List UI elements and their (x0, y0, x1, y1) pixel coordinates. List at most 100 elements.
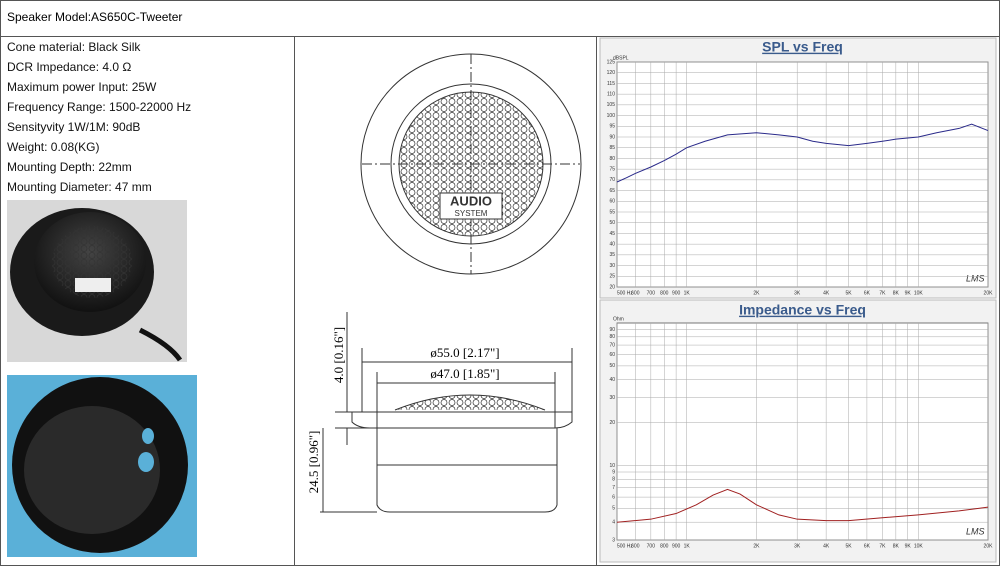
x-tick-label: 20K (984, 543, 994, 549)
y-tick-label: 5 (612, 506, 615, 512)
x-tick-label: 800 (660, 290, 669, 296)
y-tick-label: 95 (609, 124, 615, 130)
x-tick-label: 9K (905, 543, 912, 549)
x-tick-label: 10K (914, 543, 924, 549)
spec-item: DCR Impedance: 4.0 Ω (7, 60, 132, 74)
x-tick-label: 7K (879, 543, 886, 549)
y-tick-label: 85 (609, 145, 615, 151)
spec-item: Mounting Diameter: 47 mm (7, 180, 152, 194)
y-axis-label: dBSPL (613, 55, 629, 61)
x-tick-label: 900 (672, 290, 681, 296)
y-tick-label: 90 (609, 327, 615, 333)
x-tick-label: 500 Hz (617, 290, 633, 296)
y-tick-label: 65 (609, 188, 615, 194)
y-tick-label: 75 (609, 166, 615, 172)
y-tick-label: 4 (612, 520, 615, 526)
data-line (616, 488, 989, 523)
x-tick-label: 9K (905, 290, 912, 296)
x-tick-label: 2K (753, 543, 760, 549)
y-tick-label: 3 (612, 537, 615, 543)
x-tick-label: 3K (794, 290, 801, 296)
data-line (616, 123, 989, 183)
y-tick-label: 55 (609, 209, 615, 215)
front-drawing (360, 53, 582, 275)
y-axis-label: Ohm (613, 316, 624, 322)
spec-item: Cone material: Black Silk (7, 40, 141, 54)
flange-height: 4.0 [0.16"] (331, 327, 346, 383)
y-tick-label: 25 (609, 274, 615, 280)
y-tick-label: 30 (609, 395, 615, 401)
x-tick-label: 4K (823, 543, 830, 549)
photo-top (7, 200, 187, 362)
y-tick-label: 50 (609, 220, 615, 226)
x-tick-label: 600 (631, 543, 640, 549)
spec-item: Sensityvity 1W/1M: 90dB (7, 120, 141, 134)
y-tick-label: 8 (612, 477, 615, 483)
y-tick-label: 40 (609, 377, 615, 383)
spec-item: Maximum power Input: 25W (7, 80, 157, 94)
y-tick-label: 80 (609, 156, 615, 162)
y-tick-label: 105 (607, 102, 616, 108)
y-tick-label: 20 (609, 420, 615, 426)
x-tick-label: 2K (753, 290, 760, 296)
y-tick-label: 60 (609, 352, 615, 358)
y-tick-label: 125 (607, 59, 616, 65)
x-tick-label: 700 (647, 290, 656, 296)
x-tick-label: 3K (794, 543, 801, 549)
inner-diameter: ø47.0 [1.85"] (430, 366, 499, 381)
side-drawing (320, 312, 573, 513)
spec-item: Mounting Depth: 22mm (7, 160, 132, 174)
chart-title: SPL vs Freq (762, 39, 843, 55)
y-tick-label: 90 (609, 134, 615, 140)
spec-item: Weight: 0.08(KG) (7, 140, 100, 154)
y-tick-label: 35 (609, 252, 615, 258)
y-tick-label: 115 (607, 81, 615, 87)
spec-item: Frequency Range: 1500-22000 Hz (7, 100, 192, 114)
header-title: Speaker Model:AS650C-Tweeter (7, 10, 182, 24)
photo-bottom (7, 375, 197, 557)
brand: AUDIO (450, 193, 492, 208)
x-tick-label: 20K (984, 290, 994, 296)
y-tick-label: 6 (612, 494, 615, 500)
body-height: 24.5 [0.96"] (306, 431, 321, 494)
x-tick-label: 800 (660, 543, 669, 549)
y-tick-label: 120 (607, 70, 616, 76)
x-tick-label: 7K (879, 290, 886, 296)
plot-area (616, 61, 989, 288)
y-tick-label: 10 (609, 463, 615, 469)
outer-diameter: ø55.0 [2.17"] (430, 345, 499, 360)
y-tick-label: 40 (609, 241, 615, 247)
x-tick-label: 10K (914, 290, 924, 296)
y-tick-label: 50 (609, 363, 615, 369)
x-tick-label: 700 (647, 543, 656, 549)
y-tick-label: 60 (609, 199, 615, 205)
y-tick-label: 70 (609, 342, 615, 348)
x-tick-label: 8K (893, 543, 900, 549)
y-tick-label: 45 (609, 231, 615, 237)
y-tick-label: 9 (612, 469, 615, 475)
chart-title: Impedance vs Freq (739, 302, 866, 318)
y-tick-label: 110 (607, 91, 615, 97)
x-tick-label: 1K (684, 543, 691, 549)
y-tick-label: 7 (612, 485, 615, 491)
x-tick-label: 4K (823, 290, 830, 296)
y-tick-label: 100 (607, 113, 616, 119)
y-tick-label: 30 (609, 263, 615, 269)
y-tick-label: 70 (609, 177, 615, 183)
annotation: LMS (966, 526, 985, 536)
x-tick-label: 600 (631, 290, 640, 296)
x-tick-label: 6K (864, 543, 871, 549)
x-tick-label: 5K (846, 543, 853, 549)
x-tick-label: 5K (846, 290, 853, 296)
x-tick-label: 6K (864, 290, 871, 296)
x-tick-label: 900 (672, 543, 681, 549)
y-tick-label: 20 (609, 284, 615, 290)
y-tick-label: 80 (609, 334, 615, 340)
x-tick-label: 500 Hz (617, 543, 633, 549)
annotation: LMS (966, 273, 985, 283)
plot-area (616, 322, 989, 541)
brand-sub: SYSTEM (455, 209, 488, 218)
x-tick-label: 8K (893, 290, 900, 296)
x-tick-label: 1K (684, 290, 691, 296)
